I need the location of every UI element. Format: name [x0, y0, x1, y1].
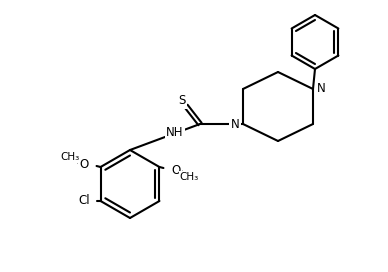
Text: CH₃: CH₃	[60, 152, 79, 162]
Text: CH₃: CH₃	[180, 172, 199, 182]
Text: NH: NH	[166, 126, 184, 140]
Text: N: N	[317, 82, 326, 95]
Text: N: N	[230, 118, 239, 131]
Text: S: S	[178, 94, 186, 107]
Text: O: O	[172, 163, 181, 177]
Text: Cl: Cl	[79, 194, 90, 208]
Text: O: O	[79, 157, 88, 171]
